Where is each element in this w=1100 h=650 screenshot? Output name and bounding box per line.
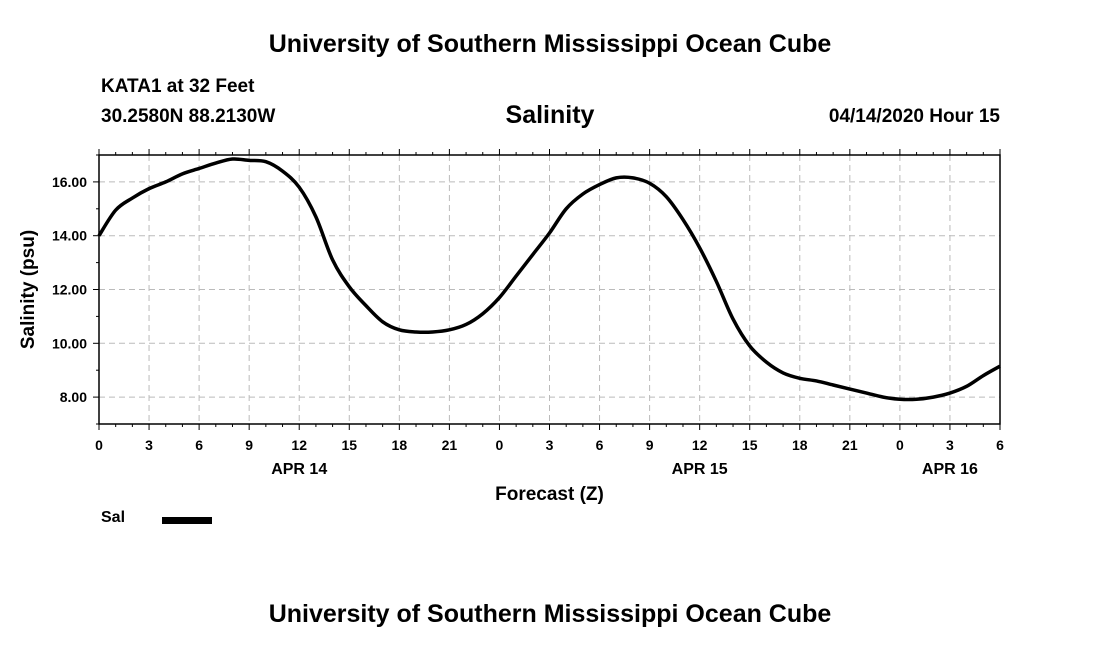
x-tick-label: 15 [341,437,357,453]
y-tick-label: 8.00 [60,389,87,405]
y-tick-label: 12.00 [52,282,87,298]
x-tick-label: 0 [95,437,103,453]
x-tick-label: 9 [646,437,654,453]
date-hour-label: 04/14/2020 Hour 15 [828,106,1000,127]
x-tick-label: 18 [792,437,808,453]
series-line-sal [97,157,1001,402]
y-axis-label: Salinity (psu) [18,230,39,349]
x-tick-label: 18 [392,437,408,453]
x-tick-label: 6 [596,437,604,453]
x-tick-label: 12 [291,437,307,453]
x-tick-label: 6 [195,437,203,453]
x-tick-label: 21 [442,437,458,453]
x-day-label: APR 15 [672,461,728,478]
station-label: KATA1 at 32 Feet [101,76,255,97]
y-tick-label: 16.00 [52,174,87,190]
coordinates-label: 30.2580N 88.2130W [101,106,276,127]
x-day-label: APR 16 [922,461,978,478]
x-tick-label: 0 [496,437,504,453]
x-tick-label: 3 [145,437,153,453]
y-tick-label: 14.00 [52,228,87,244]
x-tick-label: 15 [742,437,758,453]
bottom-title: University of Southern Mississippi Ocean… [268,600,832,628]
legend-label-sal: Sal [101,509,126,526]
x-tick-label: 3 [546,437,554,453]
x-axis-label: Forecast (Z) [495,484,604,505]
x-tick-label: 6 [996,437,1004,453]
legend-swatch-sal [162,517,212,524]
chart-title: Salinity [505,101,595,129]
x-tick-label: 21 [842,437,858,453]
x-day-label: APR 14 [271,461,327,478]
top-title: University of Southern Mississippi Ocean… [268,30,832,58]
x-tick-label: 0 [896,437,904,453]
x-tick-label: 12 [692,437,708,453]
x-tick-label: 9 [245,437,253,453]
x-tick-label: 3 [946,437,954,453]
y-tick-label: 10.00 [52,335,87,351]
